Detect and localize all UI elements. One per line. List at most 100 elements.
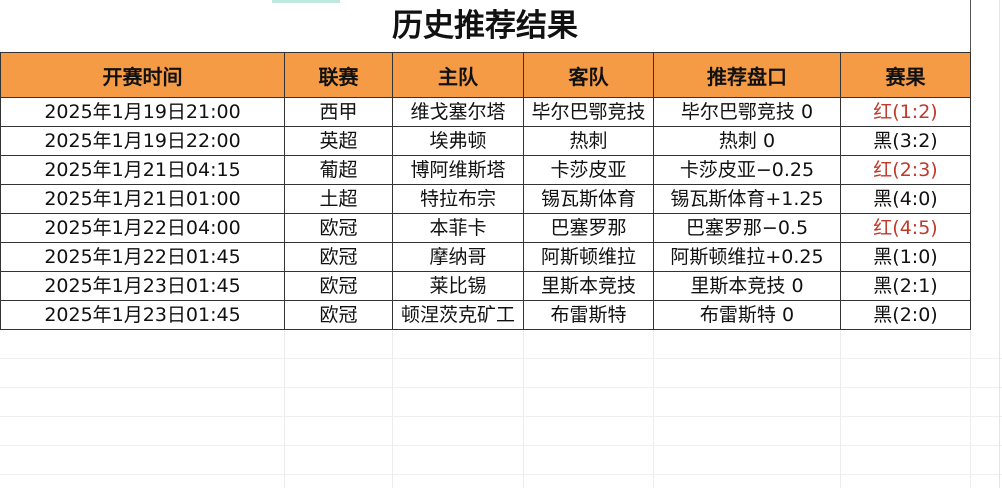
grid-line [999,0,1000,488]
cell-league[interactable]: 葡超 [284,155,393,185]
cell-result-text: 黑(2:1) [873,274,938,297]
cell-result-wrap: 黑(2:1) [842,273,970,300]
cell-home[interactable]: 博阿维斯塔 [392,155,524,185]
cell-pick[interactable]: 卡莎皮亚−0.25 [653,155,841,185]
cell-time[interactable]: 2025年1月21日04:15 [0,155,285,185]
cell-pick-wrap: 布雷斯特 0 [655,302,840,329]
cell-league-text: 英超 [319,129,358,152]
cell-pick-text: 阿斯顿维拉+0.25 [670,245,824,268]
cell-result[interactable]: 黑(2:1) [840,271,971,301]
cell-time-wrap: 2025年1月23日01:45 [2,273,284,300]
cell-league-wrap: 欧冠 [286,302,392,329]
cell-pick[interactable]: 里斯本竞技 0 [653,271,841,301]
cell-time[interactable]: 2025年1月19日22:00 [0,126,285,156]
cell-league[interactable]: 欧冠 [284,242,393,272]
cell-time-text: 2025年1月21日04:15 [44,158,241,181]
cell-time-wrap: 2025年1月19日22:00 [2,128,284,155]
cell-time-wrap: 2025年1月22日04:00 [2,215,284,242]
grid-line [970,329,971,488]
cell-home[interactable]: 莱比锡 [392,271,524,301]
cell-league[interactable]: 西甲 [284,97,393,127]
cell-home[interactable]: 埃弗顿 [392,126,524,156]
cell-home[interactable]: 维戈塞尔塔 [392,97,524,127]
cell-home[interactable]: 本菲卡 [392,213,524,243]
header-result[interactable]: 赛果 [840,52,971,98]
cell-away-wrap: 里斯本竞技 [525,273,653,300]
cell-pick-wrap: 热刺 0 [655,128,840,155]
table-row: 2025年1月23日01:45 欧冠 顿涅茨克矿工 布雷斯特 布雷斯特 0 黑(2:0) [0,300,971,330]
cell-away[interactable]: 布雷斯特 [523,300,654,330]
header-time[interactable]: 开赛时间 [0,52,285,98]
cell-away[interactable]: 里斯本竞技 [523,271,654,301]
cell-away[interactable]: 卡莎皮亚 [523,155,654,185]
cell-league-text: 土超 [319,187,358,210]
cell-home-text: 顿涅茨克矿工 [400,303,515,326]
cell-league-text: 欧冠 [319,274,358,297]
cell-pick[interactable]: 热刺 0 [653,126,841,156]
grid-line [284,329,285,488]
cell-away-wrap: 锡瓦斯体育 [525,186,653,213]
cell-result[interactable]: 黑(3:2) [840,126,971,156]
grid-line [0,474,1002,475]
cell-away[interactable]: 巴塞罗那 [523,213,654,243]
cell-away[interactable]: 热刺 [523,126,654,156]
cell-time[interactable]: 2025年1月22日01:45 [0,242,285,272]
header-pick[interactable]: 推荐盘口 [653,52,841,98]
cell-away[interactable]: 毕尔巴鄂竞技 [523,97,654,127]
cell-away-text: 热刺 [569,129,608,152]
cell-league-text: 欧冠 [319,216,358,239]
cell-home[interactable]: 摩纳哥 [392,242,524,272]
cell-home[interactable]: 特拉布宗 [392,184,524,214]
cell-away-wrap: 巴塞罗那 [525,215,653,242]
cell-result[interactable]: 黑(2:0) [840,300,971,330]
cell-home[interactable]: 顿涅茨克矿工 [392,300,524,330]
cell-result[interactable]: 红(4:5) [840,213,971,243]
cell-league[interactable]: 土超 [284,184,393,214]
header-league[interactable]: 联赛 [284,52,393,98]
grid-line [0,416,1002,417]
cell-pick-wrap: 锡瓦斯体育+1.25 [655,186,840,213]
header-home[interactable]: 主队 [392,52,524,98]
cell-result-text: 黑(1:0) [873,245,938,268]
cell-away-text: 布雷斯特 [550,303,627,326]
cell-league[interactable]: 欧冠 [284,271,393,301]
cell-away-text: 巴塞罗那 [550,216,627,239]
cell-result[interactable]: 黑(4:0) [840,184,971,214]
cell-pick[interactable]: 巴塞罗那−0.5 [653,213,841,243]
cell-pick[interactable]: 毕尔巴鄂竞技 0 [653,97,841,127]
cell-away[interactable]: 阿斯顿维拉 [523,242,654,272]
cell-pick[interactable]: 锡瓦斯体育+1.25 [653,184,841,214]
table-row: 2025年1月21日01:00 土超 特拉布宗 锡瓦斯体育 锡瓦斯体育+1.25 黑(4:… [0,184,971,214]
cell-time-wrap: 2025年1月23日01:45 [2,302,284,329]
cell-pick[interactable]: 阿斯顿维拉+0.25 [653,242,841,272]
cell-result-text: 红(4:5) [873,216,938,239]
cell-league[interactable]: 欧冠 [284,300,393,330]
cell-league[interactable]: 英超 [284,126,393,156]
cell-time-text: 2025年1月23日01:45 [44,274,241,297]
cell-time[interactable]: 2025年1月19日21:00 [0,97,285,127]
header-away[interactable]: 客队 [523,52,654,98]
cell-pick-text: 热刺 0 [718,129,776,152]
sheet-title[interactable]: 历史推荐结果 [392,8,578,44]
cell-league-wrap: 葡超 [286,157,392,184]
cell-time[interactable]: 2025年1月23日01:45 [0,271,285,301]
cell-league-wrap: 西甲 [286,99,392,126]
cell-time[interactable]: 2025年1月22日04:00 [0,213,285,243]
cell-away-wrap: 热刺 [525,128,653,155]
cell-time[interactable]: 2025年1月21日01:00 [0,184,285,214]
cell-result[interactable]: 黑(1:0) [840,242,971,272]
cell-time-text: 2025年1月21日01:00 [44,187,241,210]
cell-result[interactable]: 红(2:3) [840,155,971,185]
cell-away-wrap: 布雷斯特 [525,302,653,329]
cell-away[interactable]: 锡瓦斯体育 [523,184,654,214]
cell-pick-text: 卡莎皮亚−0.25 [679,158,815,181]
cell-away-text: 里斯本竞技 [540,274,636,297]
cell-pick[interactable]: 布雷斯特 0 [653,300,841,330]
cell-time-text: 2025年1月19日21:00 [44,100,241,123]
cell-time[interactable]: 2025年1月23日01:45 [0,300,285,330]
cell-away-wrap: 卡莎皮亚 [525,157,653,184]
cell-time-wrap: 2025年1月19日21:00 [2,99,284,126]
cell-league[interactable]: 欧冠 [284,213,393,243]
cell-result[interactable]: 红(1:2) [840,97,971,127]
cell-result-text: 黑(4:0) [873,187,938,210]
